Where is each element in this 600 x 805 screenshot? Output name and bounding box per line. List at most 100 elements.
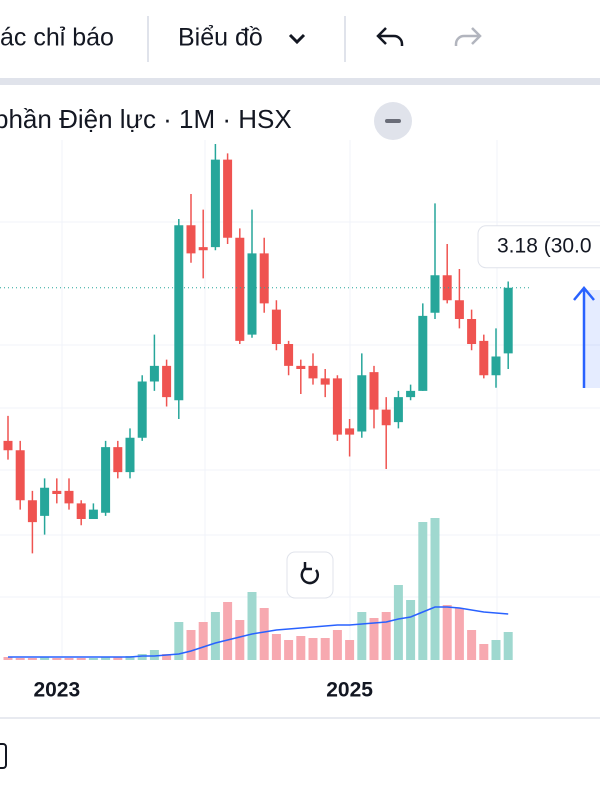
volume-bar xyxy=(223,602,233,660)
candle-body xyxy=(223,159,233,238)
candle-body xyxy=(101,447,111,513)
volume-bar xyxy=(40,657,50,660)
candle-body xyxy=(27,500,37,523)
volume-bar xyxy=(406,600,416,660)
volume-bar xyxy=(454,608,464,660)
volume-bar xyxy=(198,622,208,660)
candle-body xyxy=(210,159,220,248)
drawing-arrow[interactable] xyxy=(573,286,595,388)
volume-bar xyxy=(113,657,123,660)
volume-bar xyxy=(27,658,37,660)
volume-bar xyxy=(357,612,367,660)
candle-body xyxy=(162,365,172,398)
candle-body xyxy=(491,356,501,376)
candle-body xyxy=(149,365,159,382)
volume-bar xyxy=(3,657,13,660)
candle-body xyxy=(320,378,330,385)
candle-body xyxy=(64,490,74,504)
volume-bar xyxy=(52,658,62,660)
volume-bar xyxy=(467,630,477,660)
volume-bar xyxy=(296,636,306,660)
volume-bar xyxy=(369,618,379,660)
volume-bar xyxy=(503,632,513,660)
redo-button[interactable] xyxy=(454,27,482,46)
indicators-button[interactable]: ác chỉ báo xyxy=(0,24,114,52)
bottom-icon[interactable] xyxy=(0,743,7,769)
volume-bar xyxy=(235,620,245,660)
candle-body xyxy=(247,253,257,335)
last-price-label-box xyxy=(477,225,600,269)
volume-bar xyxy=(418,522,428,660)
volume-bar xyxy=(284,640,294,660)
candle-body xyxy=(345,428,355,435)
candle-body xyxy=(467,319,477,344)
volume-bar xyxy=(162,654,172,660)
candle-body xyxy=(284,344,294,366)
symbol-title: phần Điện lực · 1M · HSX xyxy=(0,104,292,134)
volume-bar xyxy=(174,622,184,660)
candle-body xyxy=(52,490,62,494)
candle-body xyxy=(442,275,452,301)
undo-button[interactable] xyxy=(376,27,404,46)
volume-bar xyxy=(186,630,196,660)
volume-bar xyxy=(479,644,489,660)
volume-bar xyxy=(393,585,403,660)
reset-button[interactable] xyxy=(286,551,334,599)
volume-bar xyxy=(320,638,330,660)
candle-body xyxy=(259,253,269,304)
reset-icon xyxy=(300,562,319,585)
volume-ma-line xyxy=(8,606,509,658)
candle-body xyxy=(308,365,318,379)
candle-body xyxy=(503,287,513,354)
dropdown-icon[interactable] xyxy=(288,33,306,45)
volume-bar xyxy=(345,640,355,660)
candle-body xyxy=(76,503,86,519)
volume-bar xyxy=(137,654,147,660)
drawing-range xyxy=(583,290,600,388)
candle-body xyxy=(454,300,464,319)
chart-type-button[interactable]: Biểu đồ xyxy=(178,24,263,52)
volume-bar xyxy=(64,658,74,660)
divider xyxy=(0,78,600,85)
candle-body xyxy=(40,487,50,516)
candle-body xyxy=(430,275,440,313)
collapse-icon xyxy=(385,119,401,123)
last-price-label: 3.18 (30.0 xyxy=(497,234,592,257)
volume-bar xyxy=(210,612,220,660)
candle-body xyxy=(125,437,135,473)
candle-body xyxy=(332,378,342,435)
x-tick-label: 2025 xyxy=(326,679,373,702)
volume-bar xyxy=(430,518,440,660)
candle-body xyxy=(235,237,245,341)
candle-body xyxy=(271,309,281,344)
volume-bar xyxy=(442,605,452,660)
candle-body xyxy=(137,381,147,438)
volume-bar xyxy=(125,656,135,660)
volume-bar xyxy=(259,608,269,660)
candle-body xyxy=(198,247,208,251)
candle-body xyxy=(15,450,25,501)
volume-bar xyxy=(271,634,281,660)
volume-bar xyxy=(76,658,86,660)
candle-body xyxy=(381,409,391,426)
volume-bar xyxy=(308,638,318,660)
candle-body xyxy=(393,397,403,423)
volume-bar xyxy=(149,650,159,660)
grid xyxy=(0,140,600,660)
plot: 3.18 (30.0 2023 2025 xyxy=(0,144,600,702)
candle-body xyxy=(418,315,428,391)
candle-body xyxy=(113,447,123,473)
candle-body xyxy=(174,225,184,401)
volume-bar xyxy=(247,592,257,660)
x-tick-label: 2023 xyxy=(33,679,80,702)
volume-bar xyxy=(88,658,98,660)
volume-bar xyxy=(15,658,25,660)
volume-bar xyxy=(491,640,501,660)
volume-bar xyxy=(101,657,111,660)
candle-body xyxy=(369,372,379,410)
volume-bar xyxy=(332,630,342,660)
candle-body xyxy=(479,340,489,376)
